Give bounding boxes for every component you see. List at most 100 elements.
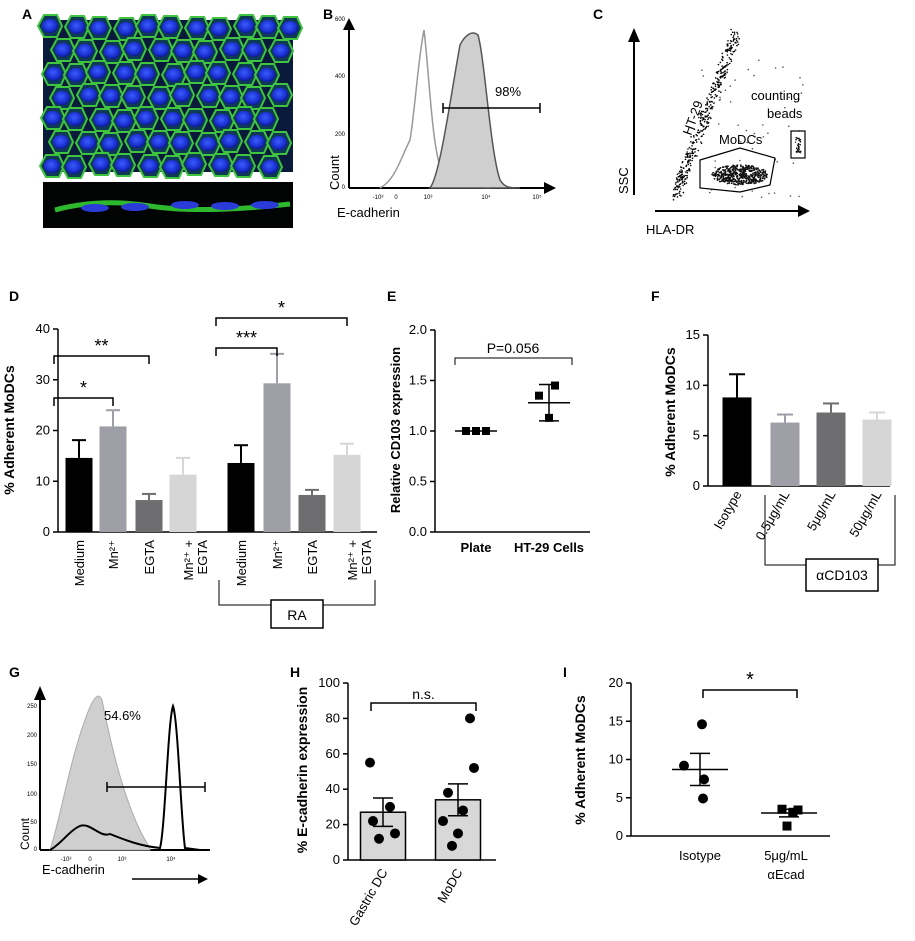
dot (716, 173, 719, 176)
dot (800, 92, 803, 94)
d-category-label: Mn²⁺ + (345, 540, 360, 580)
dot (730, 179, 732, 181)
dot (730, 44, 732, 47)
g-xtick-0: 0 (88, 857, 92, 863)
dot (729, 173, 732, 175)
dot (746, 141, 748, 144)
dot (738, 38, 740, 40)
dot (735, 175, 738, 178)
dot (714, 175, 717, 178)
dot (795, 136, 798, 139)
dot (722, 179, 725, 182)
d-category-label: Medium (72, 540, 87, 586)
i-data-point (698, 793, 708, 804)
dot (693, 136, 695, 138)
b-ytick-600: 600 (335, 17, 346, 23)
dot (714, 160, 716, 162)
dot (724, 89, 727, 91)
dot (731, 179, 734, 181)
dot (677, 186, 679, 189)
dot (735, 37, 738, 40)
dot (674, 193, 677, 196)
dot (724, 74, 726, 76)
i-data-point (793, 805, 803, 815)
dot (718, 168, 721, 171)
h-y-tick-label: 0 (333, 852, 340, 867)
dot (750, 169, 753, 172)
dot (710, 89, 712, 91)
i-data-point (697, 719, 707, 730)
dot (713, 177, 716, 180)
e-category-label: Plate (460, 540, 491, 555)
dot (750, 182, 753, 184)
dot (773, 192, 776, 194)
dot (742, 179, 745, 182)
d-bar (99, 426, 127, 532)
dot (678, 175, 680, 178)
dot (741, 167, 744, 169)
dot (739, 164, 742, 167)
dot (752, 172, 754, 175)
dot (762, 124, 764, 126)
dot (700, 116, 702, 118)
e-y-tick-label: 0.0 (409, 524, 427, 539)
dot (712, 106, 714, 108)
dot (722, 72, 724, 74)
dot (681, 173, 684, 176)
dot (763, 174, 765, 177)
dot (702, 133, 705, 136)
dot (719, 98, 721, 101)
dot (722, 56, 724, 59)
dot (736, 41, 739, 43)
dot (714, 166, 716, 169)
dot (794, 141, 797, 143)
dot (699, 120, 702, 123)
dot (711, 96, 713, 98)
dot (727, 48, 729, 50)
dot (704, 111, 706, 114)
i-category-label: Isotype (679, 848, 721, 863)
dot (736, 177, 739, 180)
dot (680, 178, 682, 181)
dot (686, 156, 688, 158)
dot (727, 40, 729, 42)
dot (757, 173, 759, 176)
g-ytick-200: 200 (27, 733, 38, 739)
dot (752, 167, 755, 170)
dot (674, 186, 677, 189)
dot (682, 191, 685, 194)
dot (700, 110, 703, 113)
dot (724, 73, 726, 75)
dot (675, 181, 677, 184)
dot (698, 131, 701, 133)
dot (684, 171, 687, 173)
g-ytick-0: 0 (34, 847, 38, 853)
dot (772, 113, 774, 116)
dot (714, 83, 717, 86)
dot (756, 172, 758, 175)
dot (682, 184, 684, 187)
dot (691, 154, 694, 157)
dot (738, 168, 741, 171)
dot (739, 172, 742, 175)
d-sig-bracket (53, 397, 114, 406)
beads-label: beads (767, 106, 803, 121)
dot (714, 85, 717, 88)
dot (680, 166, 683, 169)
dot (682, 181, 684, 183)
dot (688, 159, 690, 161)
dot (728, 57, 731, 59)
dot (716, 72, 719, 75)
dot (740, 141, 742, 143)
dot (706, 115, 708, 117)
dot (717, 70, 720, 73)
dot (754, 136, 756, 138)
dot (729, 85, 732, 87)
dot (708, 93, 711, 95)
i-sig-label: * (746, 669, 754, 691)
dot (702, 128, 705, 131)
e-category-label: HT-29 Cells (514, 540, 584, 555)
dot (721, 68, 723, 70)
dot (719, 77, 722, 79)
